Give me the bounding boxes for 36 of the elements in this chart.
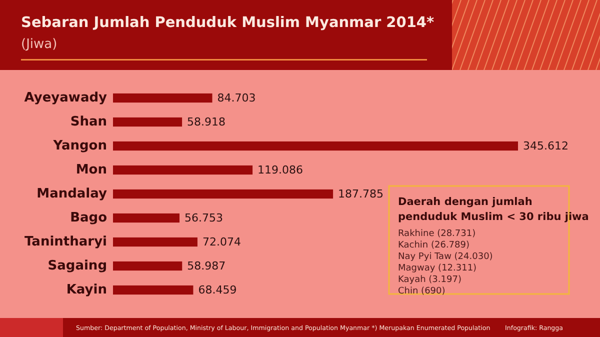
y-tick-label: Ayeyawady (24, 90, 108, 106)
data-label: 345.612 (523, 140, 568, 152)
bar (113, 213, 180, 223)
bar (113, 285, 194, 295)
annotation: Magway (12.311) (398, 264, 477, 274)
y-tick-label: Sagaing (48, 258, 107, 274)
y-tick-label: Bago (70, 210, 108, 226)
chart-title: Sebaran Jumlah Penduduk Muslim Myanmar 2014* (21, 15, 434, 31)
data-label: 68.459 (198, 284, 237, 296)
data-label: 187.785 (338, 188, 384, 200)
data-label: 72.074 (202, 236, 241, 248)
annotation: Chin (690) (398, 286, 446, 296)
bar (113, 165, 253, 175)
annotation: Rakhine (28.731) (398, 229, 476, 239)
data-label: 84.703 (217, 92, 256, 104)
annotation: Kayah (3.197) (398, 275, 462, 285)
data-label: 58.918 (187, 116, 226, 128)
bar (113, 237, 198, 247)
y-tick-label: Shan (70, 114, 107, 130)
y-tick-label: Tanintharyi (24, 234, 107, 250)
bar (113, 261, 182, 271)
data-label: 56.753 (184, 212, 224, 224)
annotation: Daerah dengan jumlah penduduk Muslim < 30 ribu jiwa (398, 196, 589, 223)
annotation: Nay Pyi Taw (24.030) (398, 252, 493, 262)
y-tick-label: Kayin (66, 282, 107, 298)
bar (113, 189, 334, 199)
chart-subtitle: (Jiwa) (21, 37, 58, 52)
y-tick-label: Yangon (52, 138, 107, 154)
y-tick-label: Mon (76, 162, 107, 178)
y-tick-label: Mandalay (36, 186, 108, 202)
annotation: Kachin (26.789) (398, 240, 470, 250)
bar (113, 93, 212, 103)
data-label: 58.987 (187, 260, 226, 272)
bar (113, 117, 182, 127)
bar (113, 141, 518, 151)
data-label: 119.086 (258, 164, 304, 176)
